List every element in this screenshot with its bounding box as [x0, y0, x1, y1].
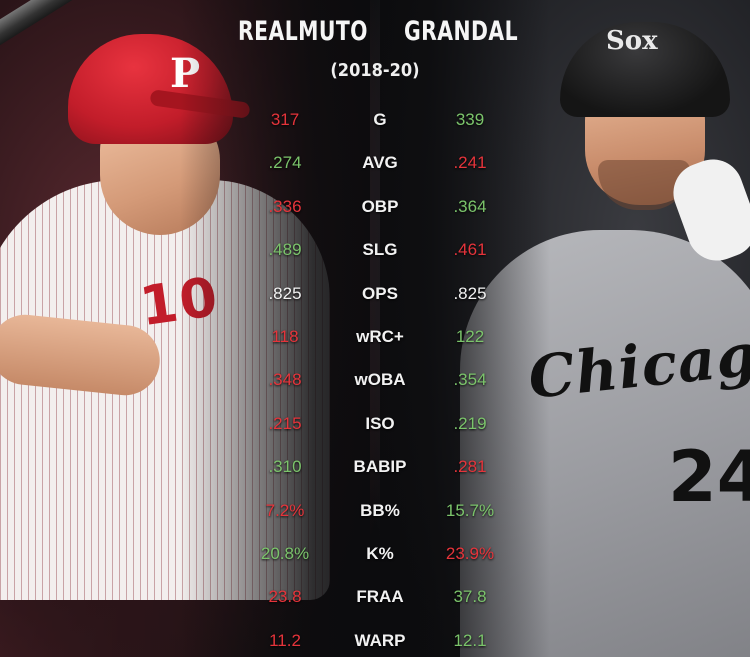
stat-row: .336 OBP .364 [250, 191, 510, 234]
stat-row: 317 G 339 [250, 104, 510, 147]
right-player-stat-value: .354 [453, 370, 487, 390]
stat-row: 11.2 WARP 12.1 [250, 625, 510, 657]
left-player-stat-value: .489 [268, 240, 302, 260]
right-player-stat-value: .241 [453, 153, 487, 173]
stat-row: 118 wRC+ 122 [250, 321, 510, 364]
stat-row: .310 BABIP .281 [250, 451, 510, 494]
stat-label: BB% [360, 500, 400, 520]
stat-label: OBP [361, 196, 399, 216]
left-player-stat-value: 317 [270, 110, 300, 129]
left-player-stat-value: .825 [268, 283, 302, 303]
stat-label: K% [366, 543, 394, 563]
right-player-stat-value: .825 [453, 283, 487, 303]
right-player-name: GRANDAL [404, 16, 519, 47]
right-player-stat-value: 37.8 [453, 587, 487, 607]
left-player-stat-value: .215 [268, 413, 302, 433]
left-player-stat-value: 118 [271, 326, 299, 346]
left-player-stat-value: 20.8% [260, 543, 310, 563]
white-sox-logo: Sox [606, 26, 658, 56]
right-player-stat-value: 339 [455, 110, 485, 129]
stat-label: WARP [354, 630, 406, 650]
left-player-stat-value: 11.2 [269, 630, 301, 650]
right-player-stat-value: .219 [453, 413, 487, 433]
left-photo-fade-overlay [180, 0, 370, 657]
stat-label: wRC+ [356, 326, 404, 346]
stat-label: BABIP [353, 457, 407, 477]
stat-row: .274 AVG .241 [250, 147, 510, 190]
period-subtitle: (2018-20) [330, 60, 420, 81]
left-player-stat-value: .336 [268, 196, 302, 216]
right-player-stat-value: .461 [453, 240, 487, 260]
stat-row: 23.8 FRAA 37.8 [250, 581, 510, 624]
right-photo-fade-overlay [380, 0, 550, 657]
stat-label: SLG [362, 240, 398, 260]
left-player-stat-value: .348 [268, 370, 302, 390]
stat-label: ISO [365, 413, 395, 433]
right-player-stat-value: 23.9% [445, 543, 495, 563]
right-player-stat-value: 12.1 [453, 630, 487, 650]
stat-row: 7.2% BB% 15.7% [250, 495, 510, 538]
left-player-name: REALMUTO [238, 16, 368, 47]
stat-label: AVG [362, 153, 398, 173]
stat-label: G [373, 110, 387, 129]
stat-row: .825 OPS .825 [250, 278, 510, 321]
stat-row: .489 SLG .461 [250, 234, 510, 277]
stats-comparison-table: 317 G 339 .274 AVG .241 .336 OBP .364 .489 SLG .461… [250, 104, 510, 657]
right-player-stat-value: .364 [453, 196, 487, 216]
right-player-stat-value: 15.7% [445, 500, 495, 520]
stat-label: OPS [362, 283, 398, 303]
stat-label: wOBA [354, 370, 406, 390]
stat-row: .348 wOBA .354 [250, 364, 510, 407]
right-player-stat-value: 122 [455, 326, 485, 346]
right-player-stat-value: .281 [453, 457, 487, 477]
left-player-stat-value: 7.2% [265, 500, 305, 520]
left-player-stat-value: .274 [268, 153, 302, 173]
stat-row: .215 ISO .219 [250, 408, 510, 451]
stat-row: 20.8% K% 23.9% [250, 538, 510, 581]
stat-label: FRAA [356, 587, 404, 607]
white-sox-jersey-number: 24 [668, 436, 750, 518]
left-player-stat-value: 23.8 [268, 587, 302, 607]
left-player-stat-value: .310 [268, 457, 302, 477]
